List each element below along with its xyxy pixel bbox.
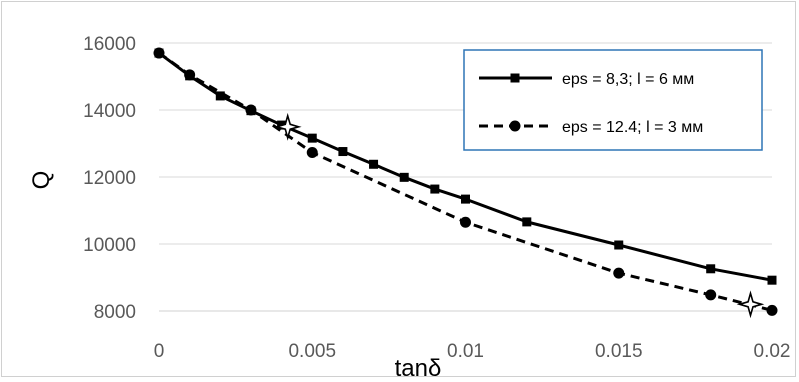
x-tick-label: 0 xyxy=(154,341,165,362)
data-point xyxy=(245,104,257,116)
annotations-layer xyxy=(273,112,765,319)
data-point xyxy=(460,216,471,228)
data-point xyxy=(399,172,409,182)
legend-box xyxy=(463,49,763,151)
y-tick-label: 16000 xyxy=(83,34,136,55)
data-point xyxy=(614,240,624,250)
legend-marker xyxy=(509,120,521,132)
data-point xyxy=(307,133,317,143)
x-tick-label: 0.01 xyxy=(447,341,484,362)
x-tick-label: 0.005 xyxy=(288,341,336,362)
data-point xyxy=(184,69,196,81)
tick-labels: 8000 10000 12000 14000 16000 0 0.005 0.01 0.015 0… xyxy=(83,34,790,362)
legend-label: eps = 12.4; l = 3 мм xyxy=(562,119,703,136)
data-point xyxy=(613,267,625,279)
x-tick-label: 0.02 xyxy=(754,341,791,362)
y-tick-label: 12000 xyxy=(83,168,136,189)
y-tick-label: 8000 xyxy=(94,302,136,323)
legend-marker xyxy=(510,73,520,83)
y-axis-label: Q xyxy=(28,171,55,190)
data-point xyxy=(766,304,778,316)
legend: eps = 8,3; l = 6 мм eps = 12.4; l = 3 мм xyxy=(463,49,763,151)
data-point xyxy=(153,47,165,59)
data-point xyxy=(338,147,348,157)
y-tick-label: 14000 xyxy=(83,101,136,122)
data-point xyxy=(461,194,470,204)
series-2 xyxy=(153,47,778,316)
legend-label: eps = 8,3; l = 6 мм xyxy=(562,71,694,88)
data-point xyxy=(706,264,716,274)
x-tick-label: 0.015 xyxy=(595,341,643,362)
data-point xyxy=(430,184,440,194)
data-point xyxy=(306,147,318,159)
x-axis-label: tanδ xyxy=(395,355,442,382)
data-point xyxy=(215,91,225,101)
star-outline-marker xyxy=(273,112,302,141)
data-point xyxy=(767,275,777,285)
star-outline-marker xyxy=(736,290,765,319)
data-point xyxy=(369,159,379,169)
data-point xyxy=(705,289,717,301)
series-line xyxy=(158,51,773,312)
y-tick-label: 10000 xyxy=(83,235,136,256)
data-point xyxy=(522,217,532,227)
